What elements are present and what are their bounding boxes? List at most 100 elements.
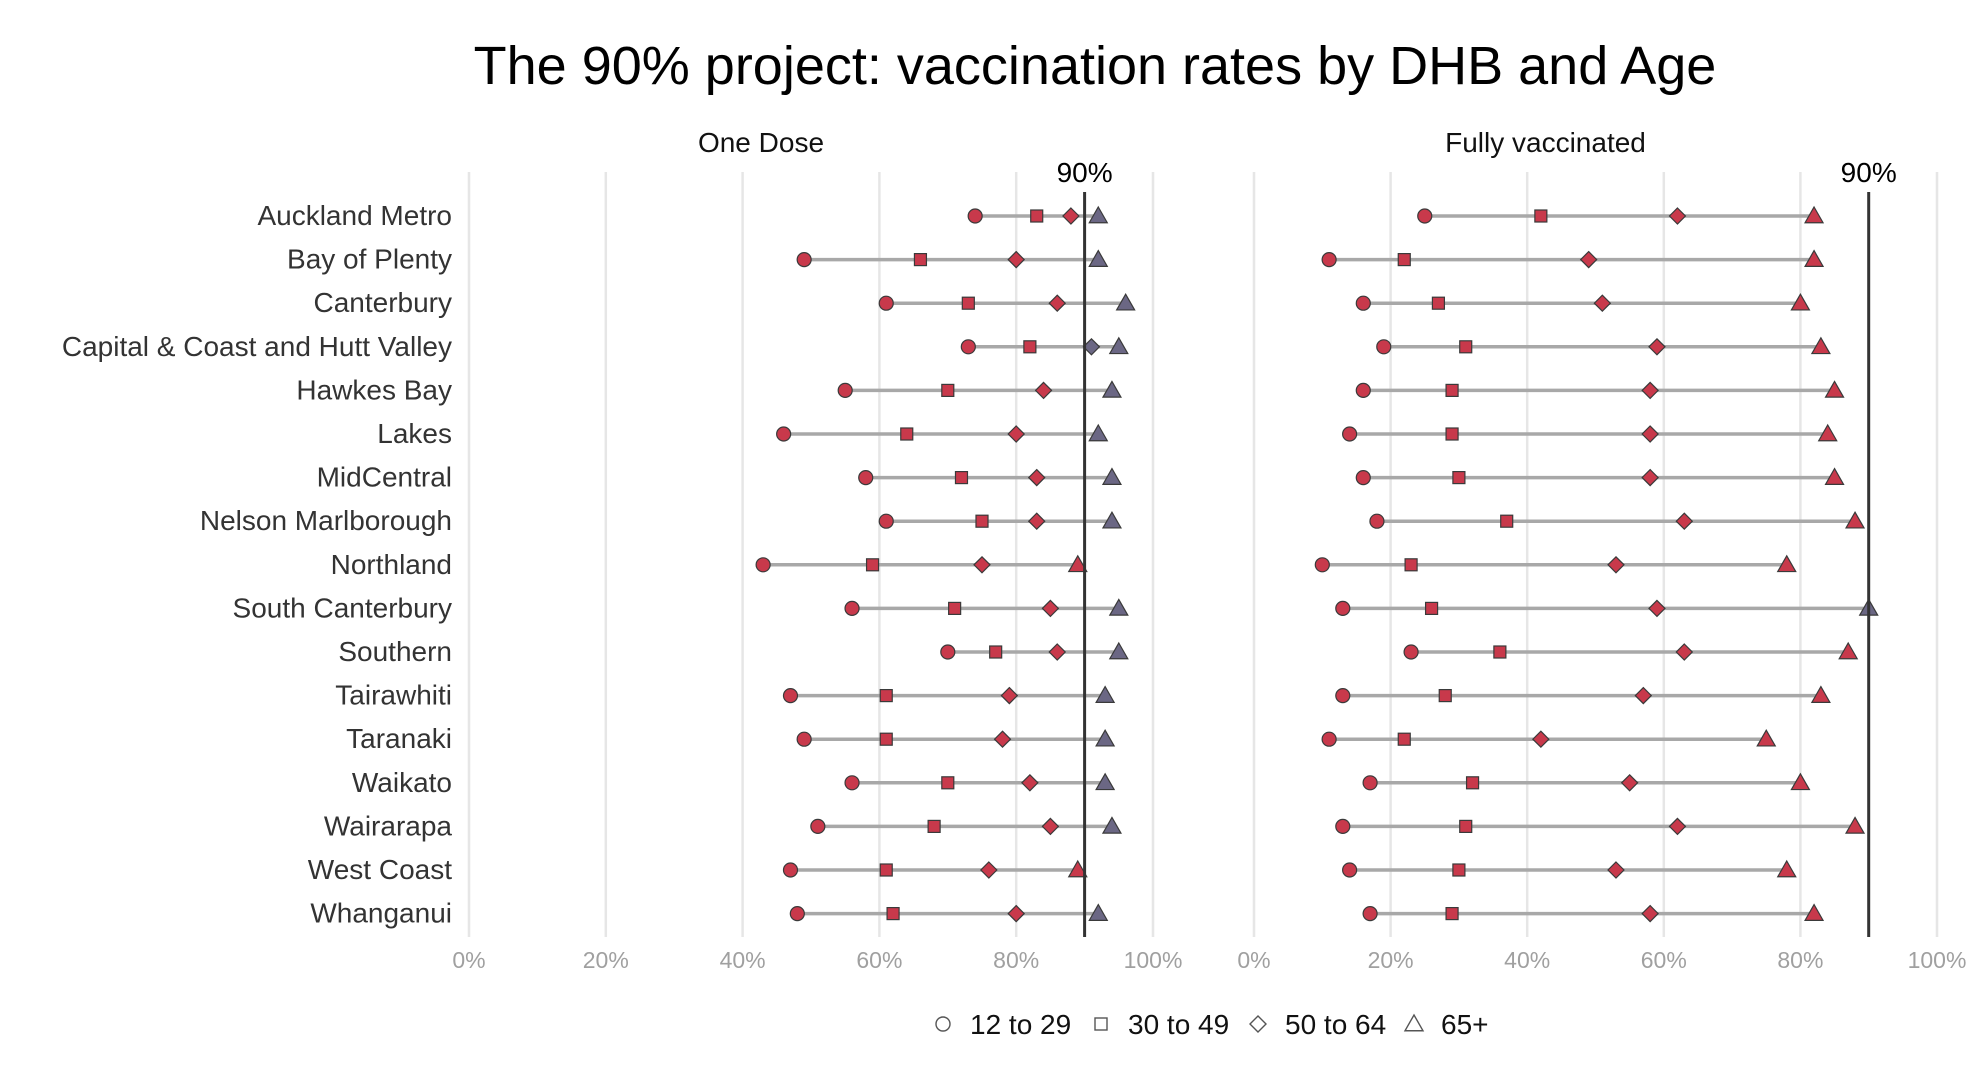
data-point-square xyxy=(948,601,962,616)
data-point-square xyxy=(1438,688,1452,703)
legend-label: 50 to 64 xyxy=(1285,1009,1386,1040)
data-point-circle xyxy=(796,252,812,268)
data-point-circle xyxy=(844,775,860,791)
target-line-label: 90% xyxy=(1057,157,1113,188)
data-point-diamond xyxy=(1021,773,1039,792)
data-point-square xyxy=(900,427,914,441)
data-point-triangle xyxy=(1804,903,1825,921)
data-point-triangle xyxy=(1095,772,1116,791)
data-point-square xyxy=(1023,340,1037,354)
data-point-circle xyxy=(782,687,799,704)
category-label: West Coast xyxy=(308,854,452,885)
data-point-diamond xyxy=(1675,643,1694,661)
data-point-circle xyxy=(837,382,853,398)
data-point-circle xyxy=(1355,470,1371,486)
panel-title: One Dose xyxy=(698,127,824,158)
data-point-circle xyxy=(1321,252,1337,268)
data-point-square xyxy=(865,558,880,572)
data-point-circle xyxy=(776,426,792,442)
data-point-square xyxy=(1534,209,1548,223)
data-point-circle xyxy=(1335,600,1351,617)
category-label: Hawkes Bay xyxy=(296,374,452,405)
data-point-diamond xyxy=(1532,730,1550,749)
data-point-diamond xyxy=(1007,250,1026,269)
data-point-diamond xyxy=(1041,599,1060,618)
data-point-triangle xyxy=(1108,641,1129,660)
data-point-square xyxy=(886,906,900,921)
data-point-square xyxy=(989,645,1003,659)
data-point-diamond xyxy=(1607,555,1625,574)
data-point-square xyxy=(954,471,969,485)
x-tick-label: 100% xyxy=(1124,947,1183,973)
data-point-diamond xyxy=(1641,425,1659,443)
data-point-diamond xyxy=(1007,425,1026,443)
category-label: Capital & Coast and Hutt Valley xyxy=(62,331,452,362)
data-point-square xyxy=(1424,601,1439,616)
data-point-triangle xyxy=(1790,772,1811,791)
data-point-square xyxy=(1431,296,1446,310)
data-point-circle xyxy=(967,208,983,224)
category-label: Waikato xyxy=(352,767,452,798)
category-label: Tairawhiti xyxy=(335,680,452,711)
data-point-diamond xyxy=(1648,337,1666,356)
data-point-triangle xyxy=(1067,859,1088,878)
data-point-circle xyxy=(878,295,894,311)
category-label: Auckland Metro xyxy=(257,200,452,231)
category-label: Taranaki xyxy=(346,723,452,754)
data-point-square xyxy=(1459,340,1473,354)
x-tick-label: 20% xyxy=(1368,947,1414,973)
data-point-diamond xyxy=(1641,904,1659,923)
data-point-circle xyxy=(940,644,956,660)
data-point-square xyxy=(961,296,975,310)
data-point-triangle xyxy=(1756,728,1777,747)
legend-square-icon xyxy=(1094,1017,1108,1031)
x-tick-label: 100% xyxy=(1908,947,1967,973)
data-point-diamond xyxy=(1048,643,1067,661)
data-point-diamond xyxy=(1641,381,1659,400)
data-point-triangle xyxy=(1101,380,1122,398)
data-point-triangle xyxy=(1067,554,1088,573)
data-point-circle xyxy=(1362,775,1378,791)
x-tick-label: 60% xyxy=(1641,947,1687,973)
data-point-triangle xyxy=(1095,728,1116,747)
data-point-triangle xyxy=(1101,510,1122,529)
data-point-diamond xyxy=(1634,686,1653,705)
data-point-triangle xyxy=(1810,685,1831,703)
data-point-circle xyxy=(858,470,874,486)
x-tick-label: 40% xyxy=(720,947,766,973)
data-point-square xyxy=(1445,906,1459,921)
data-point-diamond xyxy=(1027,468,1046,487)
data-point-diamond xyxy=(1041,817,1060,836)
legend-label: 65+ xyxy=(1441,1009,1489,1040)
data-point-square xyxy=(879,688,893,703)
data-point-triangle xyxy=(1790,292,1811,311)
chart-title: The 90% project: vaccination rates by DH… xyxy=(474,36,1717,96)
data-point-square xyxy=(1493,645,1507,659)
data-point-diamond xyxy=(1007,904,1026,923)
category-label: Nelson Marlborough xyxy=(200,505,452,536)
data-point-square xyxy=(879,732,893,746)
data-point-diamond xyxy=(1082,337,1101,356)
x-tick-label: 40% xyxy=(1504,947,1550,973)
data-point-square xyxy=(1445,383,1459,397)
data-point-circle xyxy=(796,731,812,747)
data-point-circle xyxy=(1342,426,1358,442)
data-point-square xyxy=(1500,514,1514,528)
data-point-diamond xyxy=(1579,250,1598,269)
data-point-triangle xyxy=(1108,336,1129,355)
data-point-triangle xyxy=(1824,467,1845,485)
data-point-square xyxy=(1452,863,1466,877)
data-point-triangle xyxy=(1810,336,1831,355)
target-line-label: 90% xyxy=(1841,157,1897,188)
data-point-circle xyxy=(1369,513,1385,529)
data-point-square xyxy=(1404,558,1418,572)
data-point-diamond xyxy=(1000,686,1019,705)
data-point-square xyxy=(879,863,893,877)
data-point-square xyxy=(1397,253,1411,267)
data-point-circle xyxy=(878,513,894,529)
data-point-triangle xyxy=(1088,205,1109,224)
x-tick-label: 60% xyxy=(856,947,902,973)
data-point-circle xyxy=(1342,862,1358,878)
data-point-square xyxy=(941,383,955,397)
